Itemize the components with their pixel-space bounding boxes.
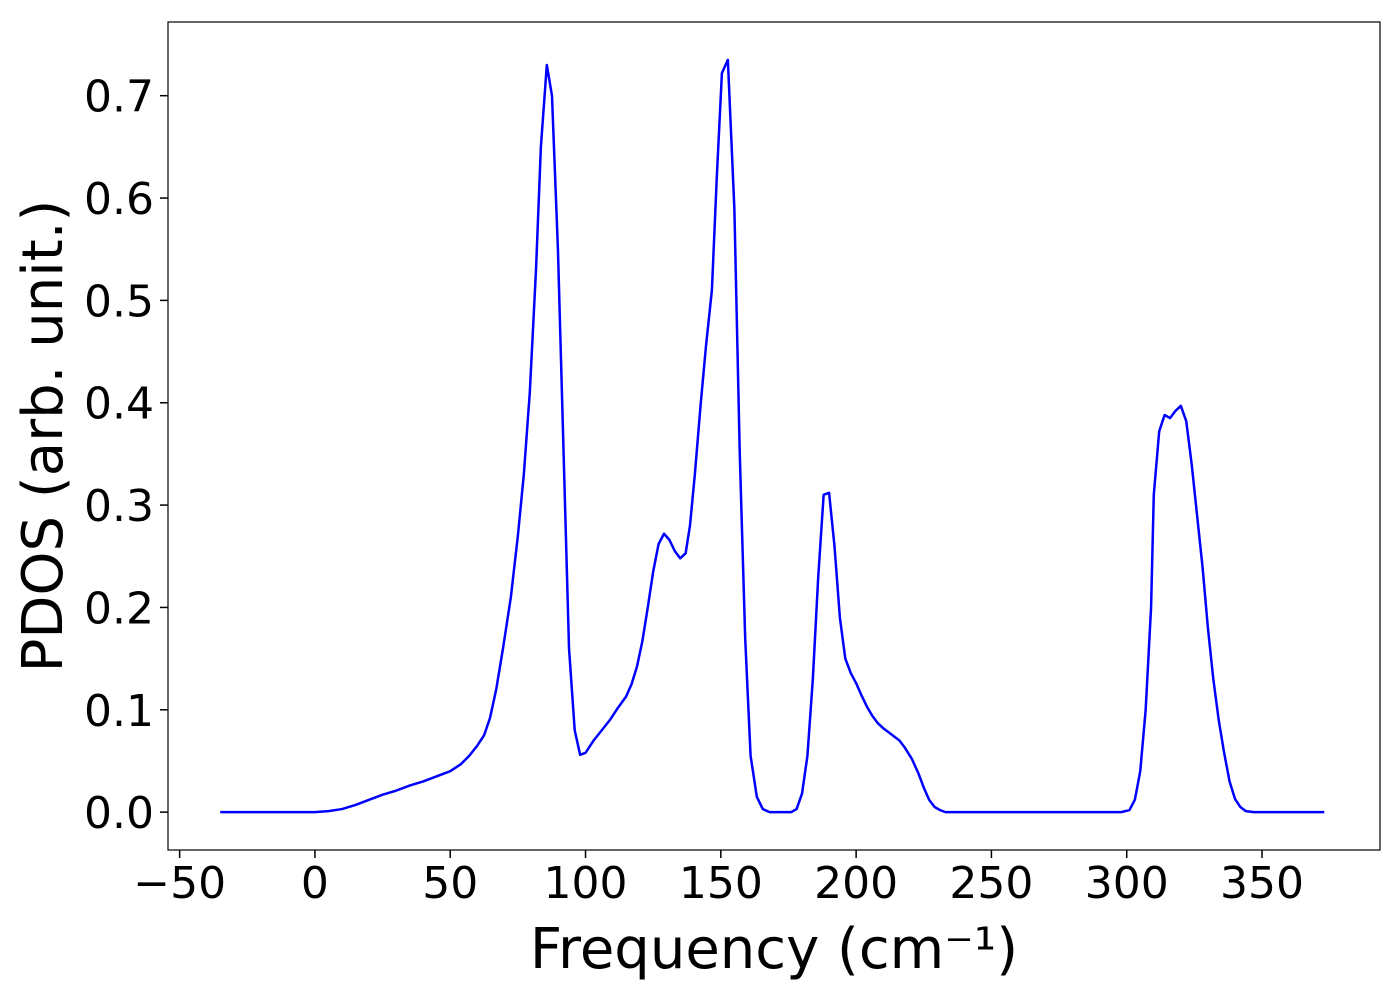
x-tick-label: 100 <box>544 858 628 909</box>
y-axis-label: PDOS (arb. unit.) <box>11 200 76 673</box>
y-tick-label: 0.4 <box>84 379 154 430</box>
y-tick-label: 0.7 <box>84 72 154 123</box>
x-tick-label: 50 <box>422 858 478 909</box>
data-line <box>220 58 1325 814</box>
x-tick-label: 250 <box>949 858 1033 909</box>
y-tick-label: 0.3 <box>84 481 154 532</box>
x-tick-label: 150 <box>679 858 763 909</box>
plot-frame <box>167 21 1381 851</box>
y-tick-label: 0.5 <box>84 276 154 327</box>
y-tick-label: 0.1 <box>84 686 154 737</box>
x-tick-label: −50 <box>133 858 226 909</box>
x-tick-label: 300 <box>1085 858 1169 909</box>
x-axis-label: Frequency (cm⁻¹) <box>530 917 1018 982</box>
x-tick-label: 0 <box>301 858 329 909</box>
x-tick-label: 200 <box>814 858 898 909</box>
y-tick-label: 0.6 <box>84 174 154 225</box>
y-tick-label: 0.2 <box>84 583 154 634</box>
y-tick-label: 0.0 <box>84 788 154 839</box>
x-tick-label: 350 <box>1220 858 1304 909</box>
